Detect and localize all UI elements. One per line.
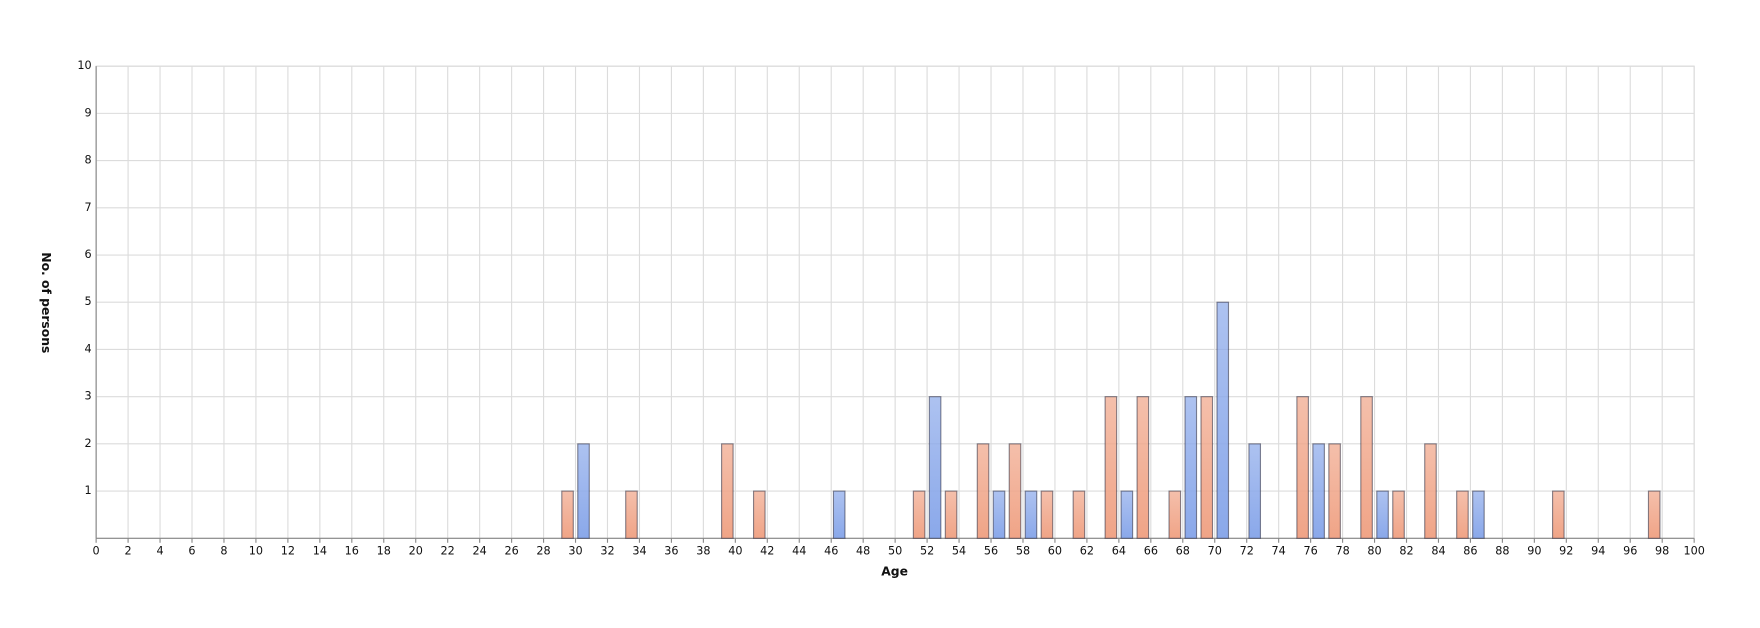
x-tick-label: 20 (409, 545, 423, 558)
x-tick-label: 8 (220, 545, 227, 558)
bar (1472, 490, 1485, 539)
x-tick-label: 40 (728, 545, 742, 558)
y-tick-label: 10 (77, 59, 91, 72)
bar (1104, 396, 1118, 539)
y-tick-label: 3 (84, 390, 91, 403)
x-tick-label: 16 (345, 545, 359, 558)
y-tick-label: 9 (84, 106, 91, 119)
bar (1008, 443, 1022, 539)
x-tick-label: 48 (856, 545, 870, 558)
x-tick-label: 94 (1591, 545, 1605, 558)
x-tick-label: 70 (1208, 545, 1222, 558)
y-tick-label: 8 (84, 154, 91, 167)
x-axis-title: Age (881, 564, 908, 578)
x-tick-label: 2 (125, 545, 132, 558)
x-tick-label: 62 (1080, 545, 1094, 558)
x-tick-label: 56 (984, 545, 998, 558)
bar (577, 443, 590, 539)
bar (1552, 490, 1565, 539)
x-tick-label: 50 (888, 545, 902, 558)
x-tick-label: 90 (1527, 545, 1541, 558)
x-tick-label: 28 (536, 545, 550, 558)
y-tick-label: 5 (84, 295, 91, 308)
x-tick-label: 10 (249, 545, 263, 558)
bar (928, 396, 942, 539)
x-tick-label: 54 (952, 545, 966, 558)
bar (1376, 490, 1389, 539)
y-tick-label: 6 (84, 248, 91, 261)
bar (1120, 490, 1134, 539)
x-tick-label: 44 (792, 545, 806, 558)
bar (1248, 443, 1262, 539)
bar (752, 490, 766, 539)
x-tick-label: 46 (824, 545, 838, 558)
bar (1424, 443, 1437, 539)
bar (1392, 490, 1405, 539)
x-tick-label: 26 (504, 545, 518, 558)
bar (992, 490, 1006, 539)
x-tick-label: 34 (632, 545, 646, 558)
x-tick-label: 84 (1431, 545, 1445, 558)
x-tick-label: 80 (1367, 545, 1381, 558)
x-tick-label: 88 (1495, 545, 1509, 558)
x-tick-label: 68 (1176, 545, 1190, 558)
x-tick-label: 98 (1655, 545, 1669, 558)
bar (944, 490, 958, 539)
bar (1647, 490, 1661, 539)
bar (1136, 396, 1150, 539)
x-tick-label: 66 (1144, 545, 1158, 558)
bar (912, 490, 926, 539)
bar (1296, 396, 1309, 539)
x-tick-label: 52 (920, 545, 934, 558)
x-tick-label: 38 (696, 545, 710, 558)
bar (721, 443, 734, 539)
x-tick-label: 86 (1463, 545, 1477, 558)
x-tick-label: 32 (600, 545, 614, 558)
y-tick-label: 4 (84, 342, 91, 355)
bar (1216, 301, 1230, 539)
x-tick-label: 92 (1559, 545, 1573, 558)
bar (976, 443, 990, 539)
x-tick-label: 78 (1335, 545, 1349, 558)
y-tick-label: 2 (84, 437, 91, 450)
y-tick-label: 7 (84, 201, 91, 214)
x-tick-label: 4 (156, 545, 163, 558)
x-tick-label: 42 (760, 545, 774, 558)
x-tick-label: 76 (1303, 545, 1317, 558)
y-tick-label: 1 (84, 484, 91, 497)
bar (625, 490, 638, 539)
bar (1312, 443, 1325, 539)
bar (832, 490, 846, 539)
x-tick-label: 82 (1399, 545, 1413, 558)
x-tick-label: 0 (93, 545, 100, 558)
x-tick-label: 14 (313, 545, 327, 558)
x-tick-label: 64 (1112, 545, 1126, 558)
bar (1328, 443, 1341, 539)
bar (1456, 490, 1469, 539)
x-tick-label: 6 (188, 545, 195, 558)
x-tick-label: 12 (281, 545, 295, 558)
y-axis-title: No. of persons (39, 252, 53, 353)
x-tick-label: 24 (473, 545, 487, 558)
x-tick-label: 74 (1272, 545, 1286, 558)
bar (1184, 396, 1198, 539)
x-tick-label: 36 (664, 545, 678, 558)
x-tick-label: 60 (1048, 545, 1062, 558)
bar (1168, 490, 1182, 539)
bar (1072, 490, 1086, 539)
x-tick-label: 96 (1623, 545, 1637, 558)
bar (1200, 396, 1214, 539)
bar (1024, 490, 1038, 539)
bar (1040, 490, 1054, 539)
bar (561, 490, 574, 539)
x-tick-label: 22 (441, 545, 455, 558)
x-tick-label: 30 (568, 545, 582, 558)
x-tick-label: 72 (1240, 545, 1254, 558)
x-tick-label: 100 (1683, 545, 1704, 558)
x-tick-label: 18 (377, 545, 391, 558)
x-tick-label: 58 (1016, 545, 1030, 558)
bar (1360, 396, 1373, 539)
